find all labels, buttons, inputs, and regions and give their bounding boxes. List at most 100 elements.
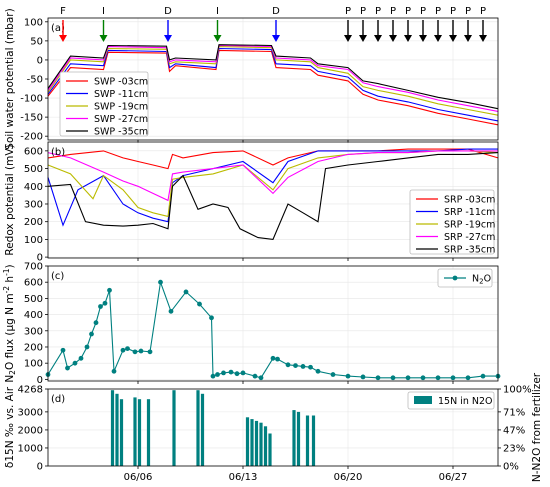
- event-label: P: [450, 6, 456, 17]
- y-tick-label: 300: [24, 326, 43, 337]
- bar: [200, 393, 205, 466]
- data-point: [420, 375, 426, 381]
- legend-entry: N2O: [472, 274, 491, 286]
- data-point: [270, 355, 276, 361]
- legend-entry: SRP -11cm: [444, 207, 495, 218]
- x-tick-label: 06/27: [439, 472, 468, 483]
- bar: [305, 415, 310, 466]
- panel-label: (c): [51, 271, 64, 282]
- event-label: D: [272, 6, 280, 17]
- data-point: [308, 364, 313, 370]
- y-tick-label: 100: [24, 17, 43, 28]
- legend-entry: SWP -03cm: [94, 77, 148, 88]
- legend-subscript: 2: [479, 278, 483, 286]
- y-tick-label: 1000: [18, 443, 43, 454]
- data-point: [480, 373, 486, 379]
- bar: [115, 393, 119, 466]
- bar: [119, 399, 124, 466]
- bar: [110, 390, 115, 466]
- bar: [137, 399, 142, 466]
- event-arrow-head: [464, 35, 472, 42]
- event-arrow-head: [359, 35, 367, 42]
- y-axis-label-superscript: -2: [2, 286, 11, 294]
- x-tick-label: 06/20: [334, 472, 363, 483]
- event-label: P: [480, 6, 486, 17]
- data-point: [465, 375, 471, 381]
- y-axis-label-text: h: [4, 276, 16, 286]
- event-arrow-head: [389, 35, 397, 42]
- event-label: P: [345, 6, 351, 17]
- panel-label: (d): [51, 394, 65, 405]
- legend-entry: 15N in N2O: [438, 396, 493, 407]
- event-label: P: [390, 6, 396, 17]
- y-tick-label: 0: [37, 375, 43, 386]
- event-arrow-head: [99, 35, 108, 42]
- bar: [196, 390, 200, 466]
- data-point: [158, 279, 163, 285]
- bar: [172, 390, 176, 466]
- legend-text: N: [472, 274, 479, 285]
- y-tick-label: 2000: [18, 425, 43, 436]
- event-arrow-head: [449, 35, 457, 42]
- data-point: [450, 375, 456, 381]
- event-label: I: [216, 6, 219, 17]
- data-point: [234, 371, 240, 377]
- data-point: [111, 368, 117, 374]
- data-point: [330, 372, 336, 377]
- legend-swatch: [414, 396, 432, 404]
- y-tick-label: 400: [24, 310, 43, 321]
- legend-entry: SWP -11cm: [94, 89, 148, 100]
- event-arrow-head: [344, 35, 352, 42]
- panel-label: (a): [51, 23, 65, 34]
- y-tick-label: -50: [27, 75, 43, 86]
- legend-entry: SRP -27cm: [444, 232, 495, 243]
- data-point: [120, 347, 126, 353]
- data-point: [138, 348, 144, 354]
- data-point: [293, 363, 298, 369]
- series-line-3: [47, 150, 498, 202]
- event-label: P: [360, 6, 366, 17]
- data-point: [300, 364, 306, 369]
- bar: [245, 417, 250, 466]
- bar: [296, 411, 301, 466]
- legend-entry: SWP -27cm: [94, 114, 148, 125]
- y2-axis-label: N-N2O from fertilizer: [531, 372, 543, 482]
- data-point: [345, 373, 351, 379]
- y-axis-label-text: ): [4, 264, 16, 268]
- panel-label: (b): [51, 147, 65, 158]
- y-tick-label: 200: [24, 217, 43, 228]
- y-tick-label: 100: [24, 235, 43, 246]
- y-tick-label: 300: [24, 199, 43, 210]
- bar: [263, 426, 268, 466]
- data-point: [102, 300, 108, 306]
- bar: [311, 415, 316, 466]
- data-point: [285, 362, 291, 368]
- data-point: [435, 375, 441, 381]
- event-arrow-head: [419, 35, 427, 42]
- x-tick-label: 06/06: [124, 472, 153, 483]
- y-tick-label: 200: [24, 342, 43, 353]
- data-point: [65, 365, 70, 371]
- y-axis-label-text: O flux (μg N m: [4, 293, 16, 370]
- y-tick-label: -150: [20, 113, 43, 124]
- event-arrow-head: [434, 35, 442, 42]
- series-line-2: [47, 46, 499, 116]
- y2-tick-label: 100%: [503, 385, 532, 396]
- legend-entry: SWP -19cm: [94, 102, 148, 113]
- event-label: P: [465, 6, 471, 17]
- x-tick-label: 06/13: [229, 472, 258, 483]
- data-point: [147, 349, 153, 355]
- plot-frame: [47, 265, 499, 382]
- legend-entry: SRP -03cm: [444, 195, 495, 206]
- data-point: [78, 355, 84, 361]
- legend-entry: SRP -19cm: [444, 220, 495, 231]
- y-axis-label-subscript: 2: [8, 370, 17, 375]
- bar: [250, 419, 254, 466]
- y2-tick-label: 71%: [503, 407, 525, 418]
- y2-tick-label: 23%: [503, 443, 525, 454]
- event-arrow-head: [164, 35, 172, 42]
- data-point: [107, 287, 112, 293]
- event-label: I: [102, 6, 105, 17]
- panel-d-15n-enrichment: 0 1000 2000 3000 4268 06/06 06/13 06/20 06/27 (d)…: [4, 372, 543, 483]
